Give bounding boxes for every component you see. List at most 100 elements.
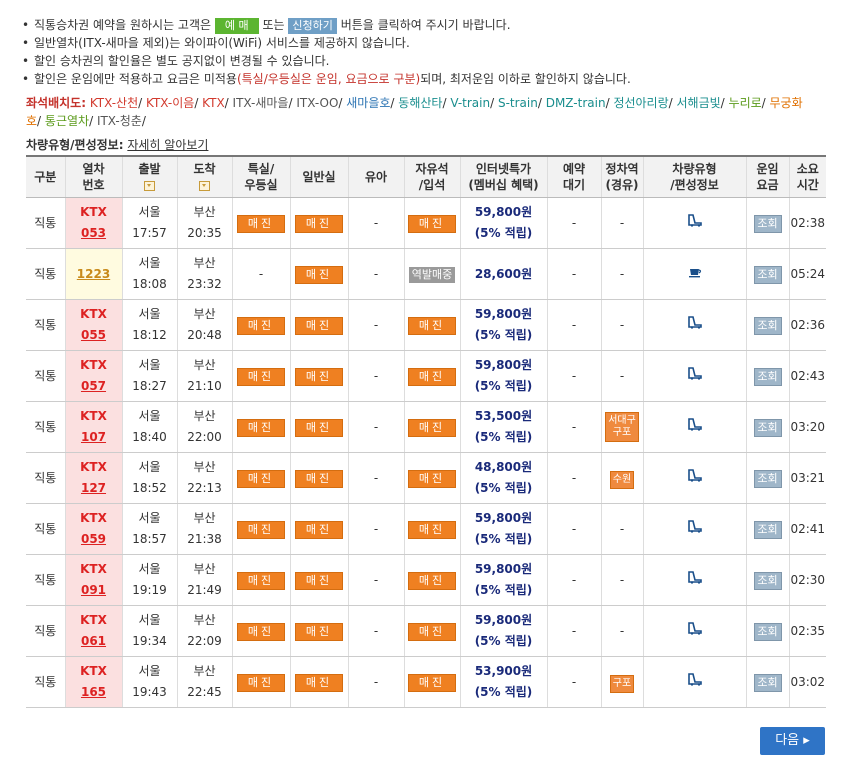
sold-out-button[interactable]: 매진 xyxy=(237,418,285,437)
special-seat: 매진 xyxy=(231,452,290,504)
seat-map-link[interactable]: KTX xyxy=(202,96,225,110)
fare-view-button[interactable]: 조회 xyxy=(753,265,782,284)
sold-out-button[interactable]: 매진 xyxy=(408,673,456,692)
seat-map-link[interactable]: V-train xyxy=(450,96,491,110)
fare-view-button[interactable]: 조회 xyxy=(753,520,782,539)
sold-out-button[interactable]: 매진 xyxy=(237,214,285,233)
train-number[interactable]: KTX 165 xyxy=(64,656,122,708)
seat-map-link[interactable]: 무궁화호 xyxy=(26,96,803,128)
seat-map-link[interactable]: 서해금빛 xyxy=(676,96,721,110)
train-number[interactable]: KTX 127 xyxy=(64,452,122,504)
sold-out-button[interactable]: 매진 xyxy=(295,571,343,590)
seat-map-link[interactable]: ITX-청춘 xyxy=(96,114,142,128)
arrival: 부산 22:00 xyxy=(176,401,232,453)
sold-out-button[interactable]: 매진 xyxy=(408,469,456,488)
train-number[interactable]: KTX 059 xyxy=(64,503,122,555)
special-seat: 매진 xyxy=(231,503,290,555)
seat-map-links: 좌석배치도: KTX-산천/ KTX-이음/ KTX/ ITX-새마을/ ITX… xyxy=(26,94,816,130)
col-depart[interactable]: 출발 xyxy=(121,155,177,198)
ktx-train-icon[interactable] xyxy=(687,315,703,329)
cafe-icon[interactable] xyxy=(687,264,703,278)
stop-station-button[interactable]: 수원 xyxy=(609,470,635,489)
train-row: 직통 KTX 165 서울 19:43 부산 22:45 매진 매진 - 매진 53,900원 (5% … xyxy=(26,656,826,708)
fare-view-button[interactable]: 조회 xyxy=(753,673,782,692)
sold-out-button[interactable]: 매진 xyxy=(237,622,285,641)
col-arrive[interactable]: 도착 xyxy=(176,155,232,198)
ktx-train-icon[interactable] xyxy=(687,417,703,431)
fare-view-button[interactable]: 조회 xyxy=(753,571,782,590)
general-seat: 매진 xyxy=(289,554,348,606)
sold-out-button[interactable]: 매진 xyxy=(408,316,456,335)
fare-lookup: 조회 xyxy=(745,401,789,453)
sold-out-button[interactable]: 매진 xyxy=(295,214,343,233)
seat-map-link[interactable]: 누리로 xyxy=(728,96,762,110)
train-number[interactable]: KTX 053 xyxy=(64,197,122,249)
ktx-train-icon[interactable] xyxy=(687,519,703,533)
sort-icon[interactable] xyxy=(199,180,210,191)
ktx-train-icon[interactable] xyxy=(687,366,703,380)
separator: / xyxy=(442,96,451,110)
fare-view-button[interactable]: 조회 xyxy=(753,418,782,437)
sold-out-button[interactable]: 매진 xyxy=(295,418,343,437)
learn-more-link[interactable]: 자세히 알아보기 xyxy=(127,138,209,152)
ktx-train-icon[interactable] xyxy=(687,570,703,584)
train-number[interactable]: KTX 057 xyxy=(64,350,122,402)
ktx-train-icon[interactable] xyxy=(687,621,703,635)
sold-out-button[interactable]: 매진 xyxy=(295,367,343,386)
fare-view-button[interactable]: 조회 xyxy=(753,214,782,233)
train-number[interactable]: KTX 055 xyxy=(64,299,122,351)
train-type: 직통 xyxy=(26,503,65,555)
notice-list: • 직통승차권 예약을 원하시는 고객은 예 매 또는 신청하기 버튼을 클릭하여… xyxy=(22,16,842,88)
sold-out-button[interactable]: 매진 xyxy=(295,673,343,692)
seat-map-link[interactable]: 정선아리랑 xyxy=(613,96,669,110)
sold-out-button[interactable]: 매진 xyxy=(237,571,285,590)
fare-view-button[interactable]: 조회 xyxy=(753,469,782,488)
arrival: 부산 22:13 xyxy=(176,452,232,504)
seat-map-link[interactable]: 통근열차 xyxy=(44,114,90,128)
sold-out-button[interactable]: 매진 xyxy=(408,418,456,437)
sold-out-button[interactable]: 매진 xyxy=(295,520,343,539)
sort-icon[interactable] xyxy=(144,180,155,191)
fare-view-button[interactable]: 조회 xyxy=(753,622,782,641)
sold-out-button[interactable]: 매진 xyxy=(408,367,456,386)
train-row: 직통 KTX 053 서울 17:57 부산 20:35 매진 매진 - 매진 59,800원 (5% … xyxy=(26,197,826,249)
sold-out-button[interactable]: 매진 xyxy=(237,367,285,386)
seat-map-link[interactable]: ITX-OO xyxy=(296,96,339,110)
next-button[interactable]: 다음 ▸ xyxy=(760,727,825,755)
sold-out-button[interactable]: 매진 xyxy=(237,316,285,335)
sold-out-button[interactable]: 매진 xyxy=(408,520,456,539)
standing-seat: 매진 xyxy=(403,554,460,606)
seat-map-link[interactable]: KTX-산천 xyxy=(89,96,139,110)
sold-out-button[interactable]: 매진 xyxy=(237,520,285,539)
train-number[interactable]: KTX 107 xyxy=(64,401,122,453)
fare-view-button[interactable]: 조회 xyxy=(753,367,782,386)
sold-out-button[interactable]: 매진 xyxy=(408,622,456,641)
seat-map-link[interactable]: DMZ-train xyxy=(545,96,606,110)
stop-station-button[interactable]: 서대구 구포 xyxy=(605,412,639,442)
sold-out-button[interactable]: 매진 xyxy=(408,214,456,233)
sold-out-button[interactable]: 매진 xyxy=(237,673,285,692)
stop-station-button[interactable]: 구포 xyxy=(609,674,635,693)
sold-out-button[interactable]: 매진 xyxy=(408,571,456,590)
fare-lookup: 조회 xyxy=(745,605,789,657)
ktx-train-icon[interactable] xyxy=(687,468,703,482)
seat-map-link[interactable]: ITX-새마을 xyxy=(232,96,289,110)
sold-out-button[interactable]: 매진 xyxy=(237,469,285,488)
seat-map-link[interactable]: KTX-이음 xyxy=(146,96,195,110)
ktx-train-icon[interactable] xyxy=(687,213,703,227)
fare-view-button[interactable]: 조회 xyxy=(753,316,782,335)
sold-out-button[interactable]: 매진 xyxy=(295,622,343,641)
sold-out-button[interactable]: 매진 xyxy=(295,469,343,488)
sold-out-button[interactable]: 매진 xyxy=(295,265,343,284)
seat-map-link[interactable]: 동해산타 xyxy=(398,96,443,110)
train-row: 직통 KTX 127 서울 18:52 부산 22:13 매진 매진 - 매진 48,800원 (5% … xyxy=(26,452,826,504)
seat-map-link[interactable]: S-train xyxy=(497,96,538,110)
train-number[interactable]: KTX 061 xyxy=(64,605,122,657)
seat-map-link[interactable]: 새마을호 xyxy=(346,96,391,110)
duration: 02:41 xyxy=(788,503,826,555)
sold-out-button[interactable]: 매진 xyxy=(295,316,343,335)
general-seat: 매진 xyxy=(289,299,348,351)
train-number[interactable]: 1223 xyxy=(64,248,122,300)
ktx-train-icon[interactable] xyxy=(687,672,703,686)
train-number[interactable]: KTX 091 xyxy=(64,554,122,606)
